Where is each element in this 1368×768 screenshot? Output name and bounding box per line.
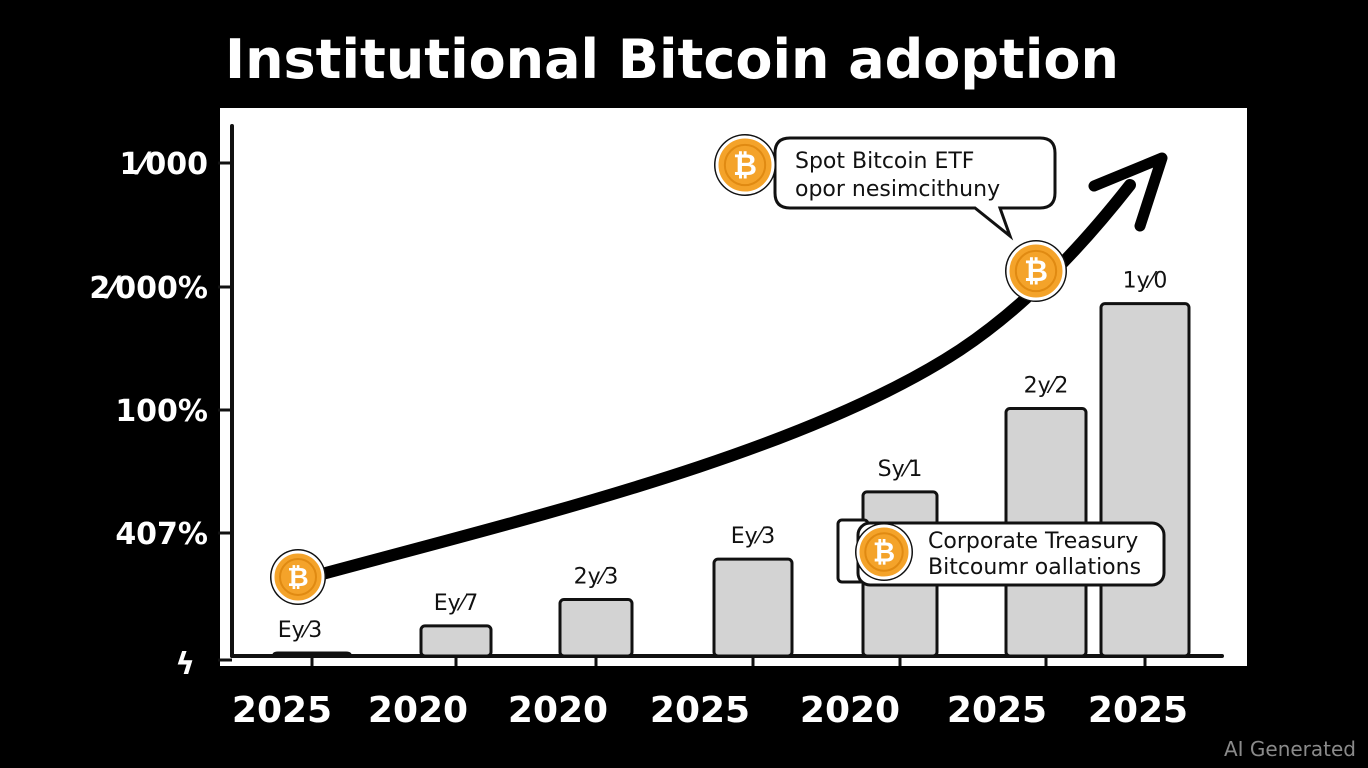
bar xyxy=(419,624,493,658)
bar-data-label: Ey⁄3 xyxy=(731,524,776,549)
annotation-line: Bitcoumr oallations xyxy=(928,555,1141,580)
bar-data-label: 2y⁄3 xyxy=(574,565,619,590)
watermark: AI Generated xyxy=(1224,737,1356,761)
bitcoin-coin-icon: ₿ xyxy=(270,549,326,605)
svg-text:₿: ₿ xyxy=(1024,254,1048,288)
bitcoin-coin-icon: ₿ xyxy=(1005,240,1067,302)
x-tick-label: 2020 xyxy=(368,690,468,731)
svg-text:₿: ₿ xyxy=(287,563,308,593)
bar xyxy=(558,598,634,658)
y-tick-labels: 1⁄000 2⁄000% 100% 407% ϟ xyxy=(89,147,208,682)
x-tick-label: 2020 xyxy=(800,690,900,731)
y-tick-label: 407% xyxy=(115,517,208,552)
chart-title: Institutional Bitcoin adoption xyxy=(225,28,1119,91)
annotations: ₿ Spot Bitcoin ETF opor nesimcithuny ₿ Corpo… xyxy=(714,134,1166,587)
bar xyxy=(712,557,794,658)
svg-text:₿: ₿ xyxy=(733,148,757,182)
y-tick-label: 100% xyxy=(115,394,208,429)
annotation-spot-etf: ₿ Spot Bitcoin ETF opor nesimcithuny xyxy=(714,134,1057,241)
bar-data-label: Sy⁄1 xyxy=(878,457,923,482)
y-tick-label: 2⁄000% xyxy=(89,271,208,306)
bar-data-label: 1y⁄0 xyxy=(1123,269,1168,294)
trend-arrow: ₿₿ xyxy=(270,152,1168,605)
y-tick-label: ϟ xyxy=(175,647,195,682)
annotation-line: Spot Bitcoin ETF xyxy=(795,149,974,174)
bar-data-label: Ey⁄7 xyxy=(434,591,479,616)
svg-text:₿: ₿ xyxy=(873,537,895,568)
x-tick-label: 2025 xyxy=(947,690,1047,731)
x-tick-labels: 2025 2020 2020 2025 2020 2025 2025 xyxy=(232,690,1188,731)
y-tick-label: 1⁄000 xyxy=(119,147,208,182)
bar xyxy=(1099,302,1191,658)
x-tick-label: 2025 xyxy=(232,690,332,731)
annotation-line: Corporate Treasury xyxy=(928,529,1138,554)
annotation-line: opor nesimcithuny xyxy=(795,177,1000,202)
bitcoin-coin-icon: ₿ xyxy=(714,134,776,196)
bar-data-label: 2y⁄2 xyxy=(1024,374,1069,399)
bar xyxy=(272,651,352,658)
speech-bubble xyxy=(773,136,1057,241)
trend-arrowhead xyxy=(1088,152,1168,232)
bar-data-label: Ey⁄3 xyxy=(278,618,323,643)
x-tick-label: 2025 xyxy=(650,690,750,731)
x-tick-label: 2025 xyxy=(1088,690,1188,731)
bitcoin-coin-icon: ₿ xyxy=(855,523,913,581)
x-tick-label: 2020 xyxy=(508,690,608,731)
